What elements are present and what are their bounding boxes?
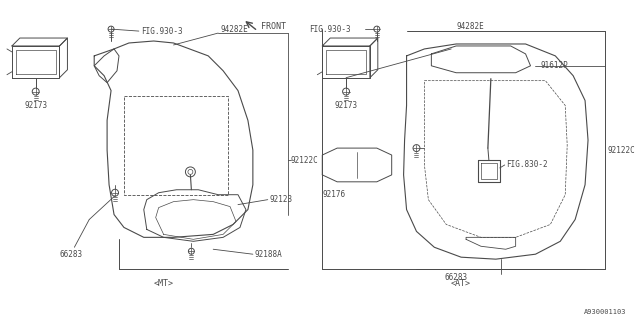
Text: FIG.930-3: FIG.930-3 xyxy=(141,27,182,36)
Text: 92173: 92173 xyxy=(24,101,47,110)
Text: 92173: 92173 xyxy=(335,101,358,110)
Text: 94282E: 94282E xyxy=(456,22,484,31)
Text: FRONT: FRONT xyxy=(260,22,286,31)
Text: 92188A: 92188A xyxy=(255,250,283,259)
Text: 91612P: 91612P xyxy=(540,61,568,70)
Text: 66283: 66283 xyxy=(445,273,468,282)
Text: 66283: 66283 xyxy=(60,250,83,259)
Text: FIG.830-2: FIG.830-2 xyxy=(506,160,547,170)
Text: 92122C: 92122C xyxy=(608,146,636,155)
Text: 92123: 92123 xyxy=(269,195,293,204)
Text: <MT>: <MT> xyxy=(154,279,173,288)
Text: 92176: 92176 xyxy=(323,190,346,199)
Text: A930001103: A930001103 xyxy=(584,309,627,315)
Text: 92122C: 92122C xyxy=(291,156,318,164)
Text: <AT>: <AT> xyxy=(451,279,471,288)
Text: 94282E: 94282E xyxy=(220,25,248,34)
Text: FIG.930-3: FIG.930-3 xyxy=(309,25,351,34)
